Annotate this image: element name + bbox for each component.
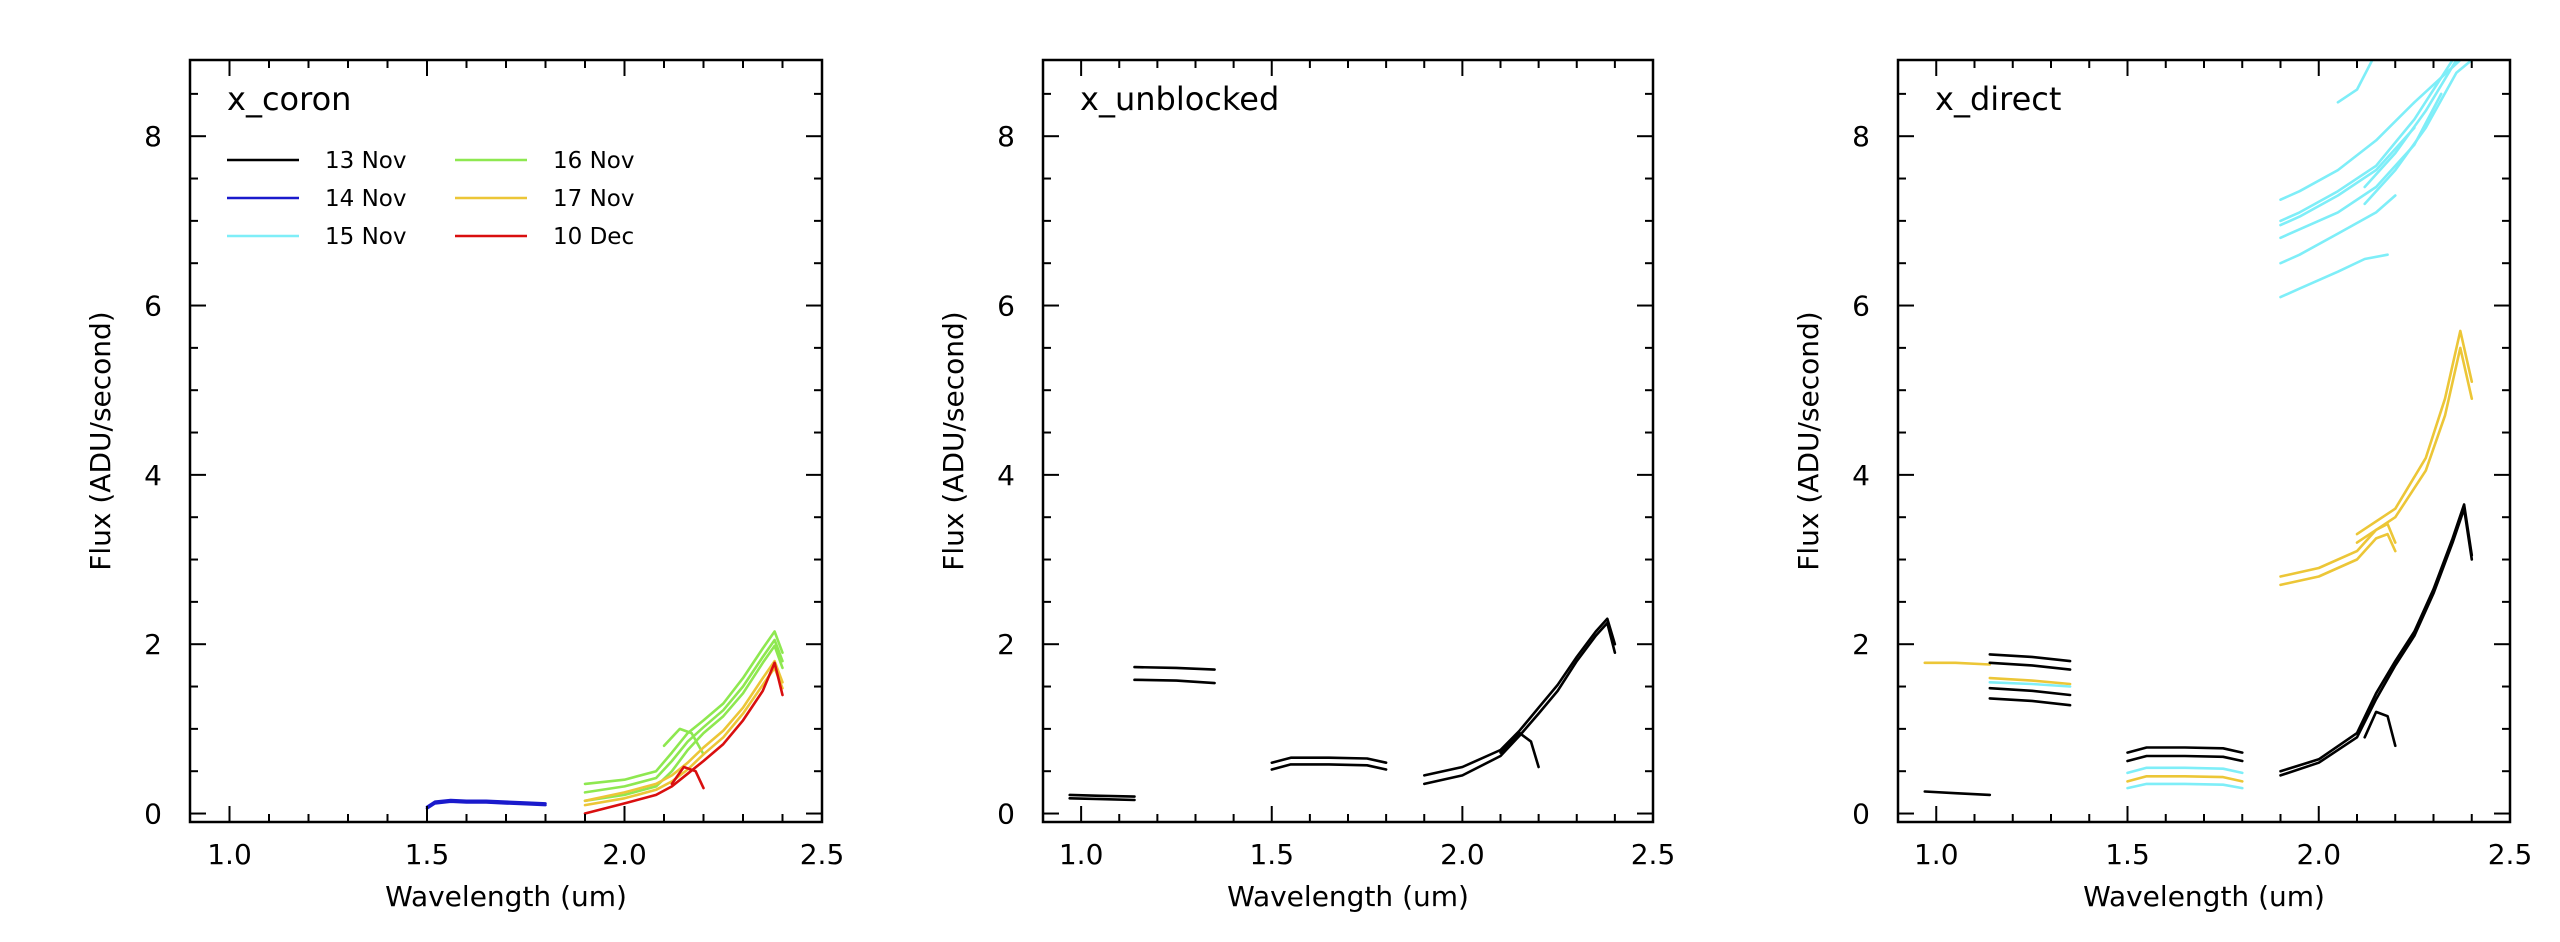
plot-frame [1896,58,2512,824]
series-line-2 [425,800,547,810]
series-line-25 [2279,60,2462,201]
y-tick-label: 4 [144,459,162,492]
y-tick-label: 4 [1852,459,1870,492]
legend-label: 15 Nov [325,224,406,250]
series-line-22 [2279,194,2397,265]
legend-label: 13 Nov [325,148,406,174]
series-line-28 [2363,60,2458,189]
plot-frame [188,58,824,824]
x-tick-label: 2.0 [2296,838,2341,871]
series-line-4 [583,638,784,794]
panel-title: x_direct [1935,80,2061,118]
y-tick-label: 8 [1852,120,1870,153]
series-line-29 [2336,60,2374,104]
x-tick-label: 2.5 [800,838,845,871]
series-line-2 [1068,796,1136,802]
series-line-9 [1499,731,1540,769]
legend-label: 16 Nov [553,148,634,174]
x-tick-label: 1.0 [207,838,252,871]
x-tick-label: 1.0 [1059,838,1104,871]
y-tick-label: 2 [144,628,162,661]
series-line-10 [2126,754,2244,763]
y-tick-label: 2 [997,628,1015,661]
series-line-3 [1133,665,1216,671]
series-line-27 [2363,60,2474,206]
series-line-1 [1923,790,1992,797]
y-tick-label: 0 [997,798,1015,831]
y-tick-label: 8 [997,120,1015,153]
series-line-5 [1270,756,1388,765]
series-line-6 [662,727,705,756]
series-line-13 [2126,782,2244,790]
x-tick-label: 1.0 [1914,838,1959,871]
x-tick-label: 1.5 [2105,838,2150,871]
series-line-2 [1923,661,1992,666]
series-line-14 [2279,507,2474,777]
series-line-7 [1423,617,1617,777]
series-line-1 [1068,793,1136,798]
series-line-11 [2126,766,2244,775]
series-line-26 [2279,126,2416,227]
x-axis-label: Wavelength (um) [1227,880,1469,913]
y-tick-label: 0 [1852,798,1870,831]
series-line-18 [2279,522,2397,578]
series-line-9 [583,661,784,815]
x-tick-label: 2.5 [2488,838,2533,871]
series-line-5 [583,644,784,803]
series-line-17 [2279,532,2397,587]
series-line-8 [1988,680,2072,688]
x-axis-label: Wavelength (um) [2083,880,2325,913]
series-line-7 [1988,676,2072,686]
chart-panel-3: 1.0 1.5 2.0 2.5 0 2 4 6 8 Wavelength (um) Flux (AD… [1792,58,2533,913]
x-axis-label: Wavelength (um) [385,880,627,913]
series-line-24 [2279,60,2454,223]
series-line-16 [2363,710,2397,748]
x-tick-label: 2.0 [1440,838,1485,871]
series-line-4 [1988,661,2072,671]
series-line-6 [1988,697,2072,707]
series-line-19 [2355,329,2474,536]
series-line-3 [583,630,784,786]
y-tick-label: 0 [144,798,162,831]
legend-label: 14 Nov [325,186,406,212]
x-tick-label: 1.5 [405,838,450,871]
y-tick-label: 4 [997,459,1015,492]
y-axis-label: Flux (ADU/second) [937,311,970,570]
y-tick-label: 2 [1852,628,1870,661]
series-line-21 [2279,253,2389,299]
x-tick-label: 1.5 [1249,838,1294,871]
y-axis-label: Flux (ADU/second) [84,311,117,570]
series-line-4 [1133,678,1216,685]
series-line-20 [2355,346,2474,544]
x-tick-label: 2.5 [1631,838,1676,871]
series-line-7 [583,659,784,803]
series-line-12 [2126,774,2244,783]
legend: 13 Nov 14 Nov 15 Nov 16 Nov 17 Nov 10 Dec [227,148,634,250]
y-axis-label: Flux (ADU/second) [1792,311,1825,570]
x-tick-label: 2.0 [602,838,647,871]
series-line-5 [1988,686,2072,697]
series-group [1923,60,2474,797]
chart-panel-2: 1.0 1.5 2.0 2.5 0 2 4 6 8 Wavelength (um) Flux (AD… [937,58,1676,913]
plot-frame [1041,58,1655,824]
series-line-8 [1423,621,1617,786]
legend-label: 10 Dec [553,224,634,250]
series-group [1068,617,1617,802]
y-tick-label: 8 [144,120,162,153]
series-line-9 [2126,746,2244,754]
series-group [425,630,784,815]
y-tick-label: 6 [997,290,1015,323]
series-line-15 [2279,503,2474,773]
y-tick-label: 6 [144,290,162,323]
series-line-10 [670,765,705,790]
panel-title: x_unblocked [1080,80,1279,118]
chart-panel-1: 1.0 1.5 2.0 2.5 0 2 4 6 8 Wavelength (um) Flux (AD… [84,58,845,913]
y-tick-label: 6 [1852,290,1870,323]
series-line-3 [1988,653,2072,663]
series-line-1 [425,798,547,809]
panel-title: x_coron [227,80,351,118]
series-line-6 [1270,763,1388,771]
legend-label: 17 Nov [553,186,634,212]
